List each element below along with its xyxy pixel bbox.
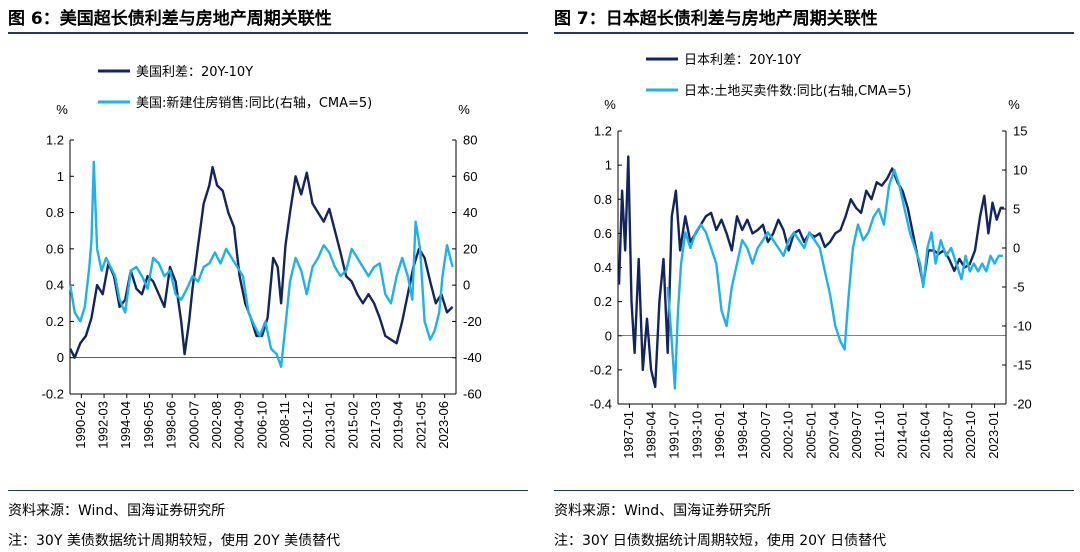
- x-tick-label: 2002-10: [781, 411, 796, 459]
- legend-label-2: 日本:土地买卖件数:同比(右轴,CMA=5): [684, 84, 911, 99]
- panel-japan: 图 7：日本超长债利差与房地产周期关联性 %% -0.4 -0.2 0 0.2 0.4 0.…: [554, 0, 1074, 552]
- right-tick-label: 5: [1013, 202, 1020, 217]
- left-tick-label: 0.8: [46, 205, 64, 220]
- legend-label-1: 日本利差：20Y-10Y: [684, 53, 801, 68]
- series-line-2: [69, 160, 454, 368]
- right-tick-label: -15: [1013, 358, 1032, 373]
- right-tick-label: 10: [1013, 163, 1027, 178]
- x-tick-label: 2016-04: [918, 411, 933, 459]
- x-tick-label: 1996-05: [141, 401, 156, 449]
- x-tick-label: 2019-04: [391, 401, 406, 449]
- x-tick-label: 1990-02: [73, 401, 88, 449]
- x-tick-label: 1994-04: [118, 401, 133, 449]
- right-tick-label: 0: [463, 278, 470, 293]
- x-tick-label: 2017-03: [368, 401, 383, 449]
- right-tick-label: 60: [463, 169, 477, 184]
- chart-japan: % % -0.4 -0.2 0 0.2 0.4 0.6 0.8 1 1.2 -20 -15 -10 -5 0 5…: [590, 53, 1032, 459]
- right-unit-label: %: [1008, 97, 1020, 112]
- left-tick-label: -0.4: [590, 397, 612, 412]
- x-tick-label: 2009-07: [849, 411, 864, 459]
- x-tick-label: 2000-07: [758, 411, 773, 459]
- left-tick-label: 1: [605, 158, 612, 173]
- x-tick-label: 2021-05: [413, 401, 428, 449]
- left-tick-label: 1: [57, 169, 64, 184]
- right-tick-label: 15: [1013, 124, 1027, 139]
- x-tick-label: 2023-01: [986, 411, 1001, 459]
- source-text: 资料来源：Wind、国海证券研究所: [554, 503, 772, 519]
- left-tick-label: 0.6: [46, 241, 64, 256]
- left-tick-label: -0.2: [42, 387, 64, 402]
- x-tick-label: 2008-11: [277, 401, 292, 448]
- right-unit-label: %: [458, 102, 470, 117]
- left-tick-label: 0.4: [46, 278, 64, 293]
- bottom-rule: [8, 490, 528, 491]
- x-tick-label: 2020-10: [963, 411, 978, 459]
- left-tick-label: -0.2: [590, 362, 612, 377]
- right-tick-label: -60: [463, 387, 482, 402]
- left-tick-label: 0.8: [594, 192, 612, 207]
- left-tick-label: 1.2: [594, 124, 612, 139]
- x-tick-label: 1987-01: [621, 411, 636, 459]
- title-rule: [554, 32, 1074, 34]
- legend-label-1: 美国利差：20Y-10Y: [136, 65, 253, 80]
- figure-title: 图 7：日本超长债利差与房地产周期关联性: [554, 9, 878, 29]
- x-tick-label: 2013-01: [323, 401, 338, 449]
- left-tick-label: 0.2: [46, 314, 64, 329]
- left-tick-label: 1.2: [46, 133, 64, 148]
- x-tick-label: 2004-09: [232, 401, 247, 449]
- figure-title: 图 6：美国超长债利差与房地产周期关联性: [8, 9, 332, 29]
- x-tick-label: 2002-08: [209, 401, 224, 449]
- x-tick-label: 2014-01: [895, 411, 910, 459]
- x-tick-label: 2006-10: [254, 401, 269, 449]
- x-tick-label: 1998-04: [735, 411, 750, 459]
- x-tick-label: 2018-07: [940, 411, 955, 459]
- right-tick-label: -5: [1013, 280, 1025, 295]
- legend-label-2: 美国:新建住房销售:同比(右轴，CMA=5): [136, 95, 372, 111]
- source-text: 资料来源：Wind、国海证券研究所: [8, 503, 226, 519]
- right-tick-label: -10: [1013, 319, 1032, 334]
- x-tick-label: 2015-02: [345, 401, 360, 449]
- left-unit-label: %: [56, 102, 68, 117]
- x-tick-label: 2000-07: [186, 401, 201, 449]
- x-tick-label: 1989-04: [644, 411, 659, 459]
- left-tick-label: 0.4: [594, 260, 612, 275]
- chart-us: % % -0.2 0 0.2 0.4 0.6 0.8 1 1.2 -60 -40 -20 0 20 40 60 8…: [42, 65, 482, 449]
- right-tick-label: 20: [463, 241, 477, 256]
- x-tick-label: 2007-04: [826, 411, 841, 459]
- note-text: 注：30Y 美债数据统计周期较短，使用 20Y 美债替代: [8, 533, 341, 549]
- panel-us: 图 6：美国超长债利差与房地产周期关联性 %% -0.2 0 0.2 0.4 0.6 0.8…: [8, 0, 528, 552]
- title-rule: [8, 32, 528, 34]
- x-tick-label: 1996-01: [712, 411, 727, 459]
- left-tick-label: 0: [605, 328, 612, 343]
- series-line-2: [666, 168, 1003, 390]
- left-tick-label: 0.2: [594, 294, 612, 309]
- bottom-rule: [554, 490, 1074, 491]
- x-tick-label: 2005-01: [803, 411, 818, 459]
- left-tick-label: 0: [57, 350, 64, 365]
- right-tick-label: 80: [463, 133, 477, 148]
- x-tick-label: 2011-10: [872, 411, 887, 458]
- x-tick-label: 1993-10: [689, 411, 704, 459]
- x-tick-label: 1998-06: [164, 401, 179, 449]
- left-unit-label: %: [604, 97, 616, 112]
- note-text: 注：30Y 日债数据统计周期较短，使用 20Y 日债替代: [554, 533, 887, 549]
- right-tick-label: -40: [463, 350, 482, 365]
- x-tick-label: 2010-12: [300, 401, 315, 449]
- right-tick-label: -20: [463, 314, 482, 329]
- right-tick-label: 40: [463, 205, 477, 220]
- x-tick-label: 1991-07: [666, 411, 681, 459]
- x-tick-label: 1992-03: [95, 401, 110, 449]
- left-tick-label: 0.6: [594, 226, 612, 241]
- right-tick-label: 0: [1013, 241, 1020, 256]
- right-tick-label: -20: [1013, 397, 1032, 412]
- x-tick-label: 2023-06: [436, 401, 451, 449]
